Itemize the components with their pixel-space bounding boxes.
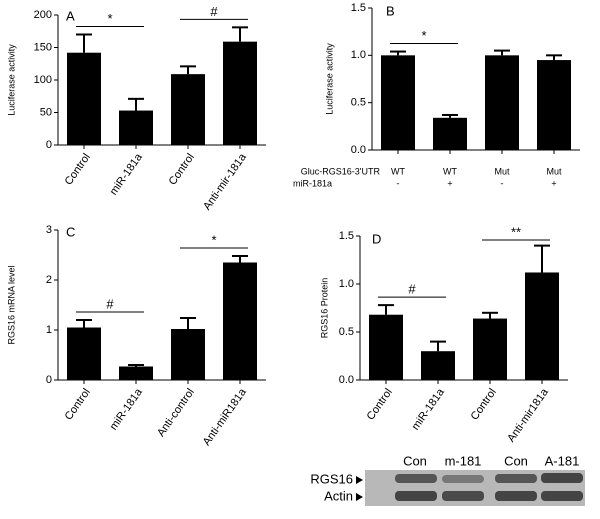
blot-band	[495, 491, 537, 501]
significance-mark: #	[106, 296, 114, 311]
bar	[223, 262, 257, 380]
arrowhead	[356, 493, 363, 501]
x-tick-label: Control	[469, 387, 499, 423]
x-tick-label: miR-181a	[410, 386, 448, 433]
y-tick-label: 1.5	[351, 2, 366, 14]
bar	[171, 74, 205, 145]
bar	[171, 329, 205, 380]
blot-row-label: Actin	[324, 488, 353, 503]
blot-band	[442, 475, 484, 483]
y-tick-label: 3	[46, 224, 52, 236]
blot-band	[541, 473, 583, 483]
bar	[433, 117, 467, 150]
x-subtick-label: +	[447, 178, 452, 188]
y-axis-label: Luciferase activity	[6, 44, 16, 116]
x-tick-label: WT	[391, 166, 405, 176]
bar	[381, 55, 415, 151]
bar	[525, 272, 559, 380]
y-tick-label: 200	[34, 9, 52, 21]
blot-band	[395, 474, 437, 483]
y-axis-label: RGS16 mRNA level	[6, 265, 16, 344]
y-tick-label: 2	[46, 274, 52, 286]
significance-mark: #	[210, 4, 218, 19]
blot-band	[541, 491, 583, 501]
x-subtick-label: -	[397, 178, 400, 188]
bar	[223, 41, 257, 145]
lane-label: Con	[403, 453, 427, 468]
arrowhead	[356, 476, 363, 484]
x-tick-label: miR-181a	[108, 386, 146, 433]
blot-band	[442, 491, 484, 501]
x-subtick-label: +	[551, 178, 556, 188]
y-tick-label: 1.5	[339, 230, 354, 242]
y-tick-label: 1.0	[339, 278, 354, 290]
x-subtick-label: -	[501, 178, 504, 188]
bar	[67, 327, 101, 380]
bar	[485, 55, 519, 151]
x-tick-label: WT	[443, 166, 457, 176]
y-tick-label: 0	[46, 139, 52, 151]
x-tick-label: Control	[63, 152, 93, 188]
blot-band	[495, 474, 537, 483]
bar	[119, 110, 153, 145]
y-tick-label: 1.0	[351, 49, 366, 61]
y-tick-label: 1	[46, 324, 52, 336]
y-tick-label: 0.5	[351, 97, 366, 109]
significance-mark: *	[421, 28, 426, 43]
panel-label: D	[372, 231, 381, 246]
bar	[119, 366, 153, 380]
significance-mark: #	[408, 282, 416, 297]
y-tick-label: 0	[46, 374, 52, 386]
y-tick-label: 150	[34, 41, 52, 53]
x-tick-label: Control	[63, 387, 93, 423]
x-tick-label: Control	[167, 152, 197, 188]
x-tick-label: Anti-mir181a	[505, 386, 551, 445]
category-label: Gluc-RGS16-3'UTR	[301, 166, 381, 176]
bar	[67, 52, 101, 146]
x-tick-label: Anti-control	[155, 387, 197, 439]
x-tick-label: Mut	[546, 166, 562, 176]
panel-label: C	[66, 224, 75, 239]
significance-mark: *	[107, 11, 112, 26]
x-tick-label: Mut	[494, 166, 510, 176]
x-tick-label: Anti-mir-181a	[201, 151, 249, 213]
panel-label: B	[386, 3, 395, 18]
x-tick-label: Anti-miR181a	[201, 386, 250, 448]
x-tick-label: miR-181a	[108, 151, 146, 198]
y-tick-label: 0.0	[339, 374, 354, 386]
significance-mark: *	[211, 232, 216, 247]
bar	[369, 314, 403, 380]
significance-mark: **	[511, 224, 521, 239]
y-axis-label: RGS16 Protein	[319, 278, 329, 339]
y-axis-label: Luciferase activity	[324, 43, 334, 115]
y-tick-label: 0.5	[339, 326, 354, 338]
panel-label: A	[66, 8, 75, 23]
blot-row-label: RGS16	[310, 471, 353, 486]
bar	[473, 318, 507, 380]
x-tick-label: Control	[365, 387, 395, 423]
bar	[537, 60, 571, 150]
lane-label: m-181	[445, 453, 482, 468]
bar	[421, 351, 455, 380]
blot-band	[395, 491, 437, 501]
lane-label: Con	[504, 453, 528, 468]
y-tick-label: 0.0	[351, 144, 366, 156]
y-tick-label: 100	[34, 74, 52, 86]
lane-label: A-181	[545, 453, 580, 468]
subcategory-label: miR-181a	[293, 178, 332, 188]
y-tick-label: 50	[40, 106, 52, 118]
